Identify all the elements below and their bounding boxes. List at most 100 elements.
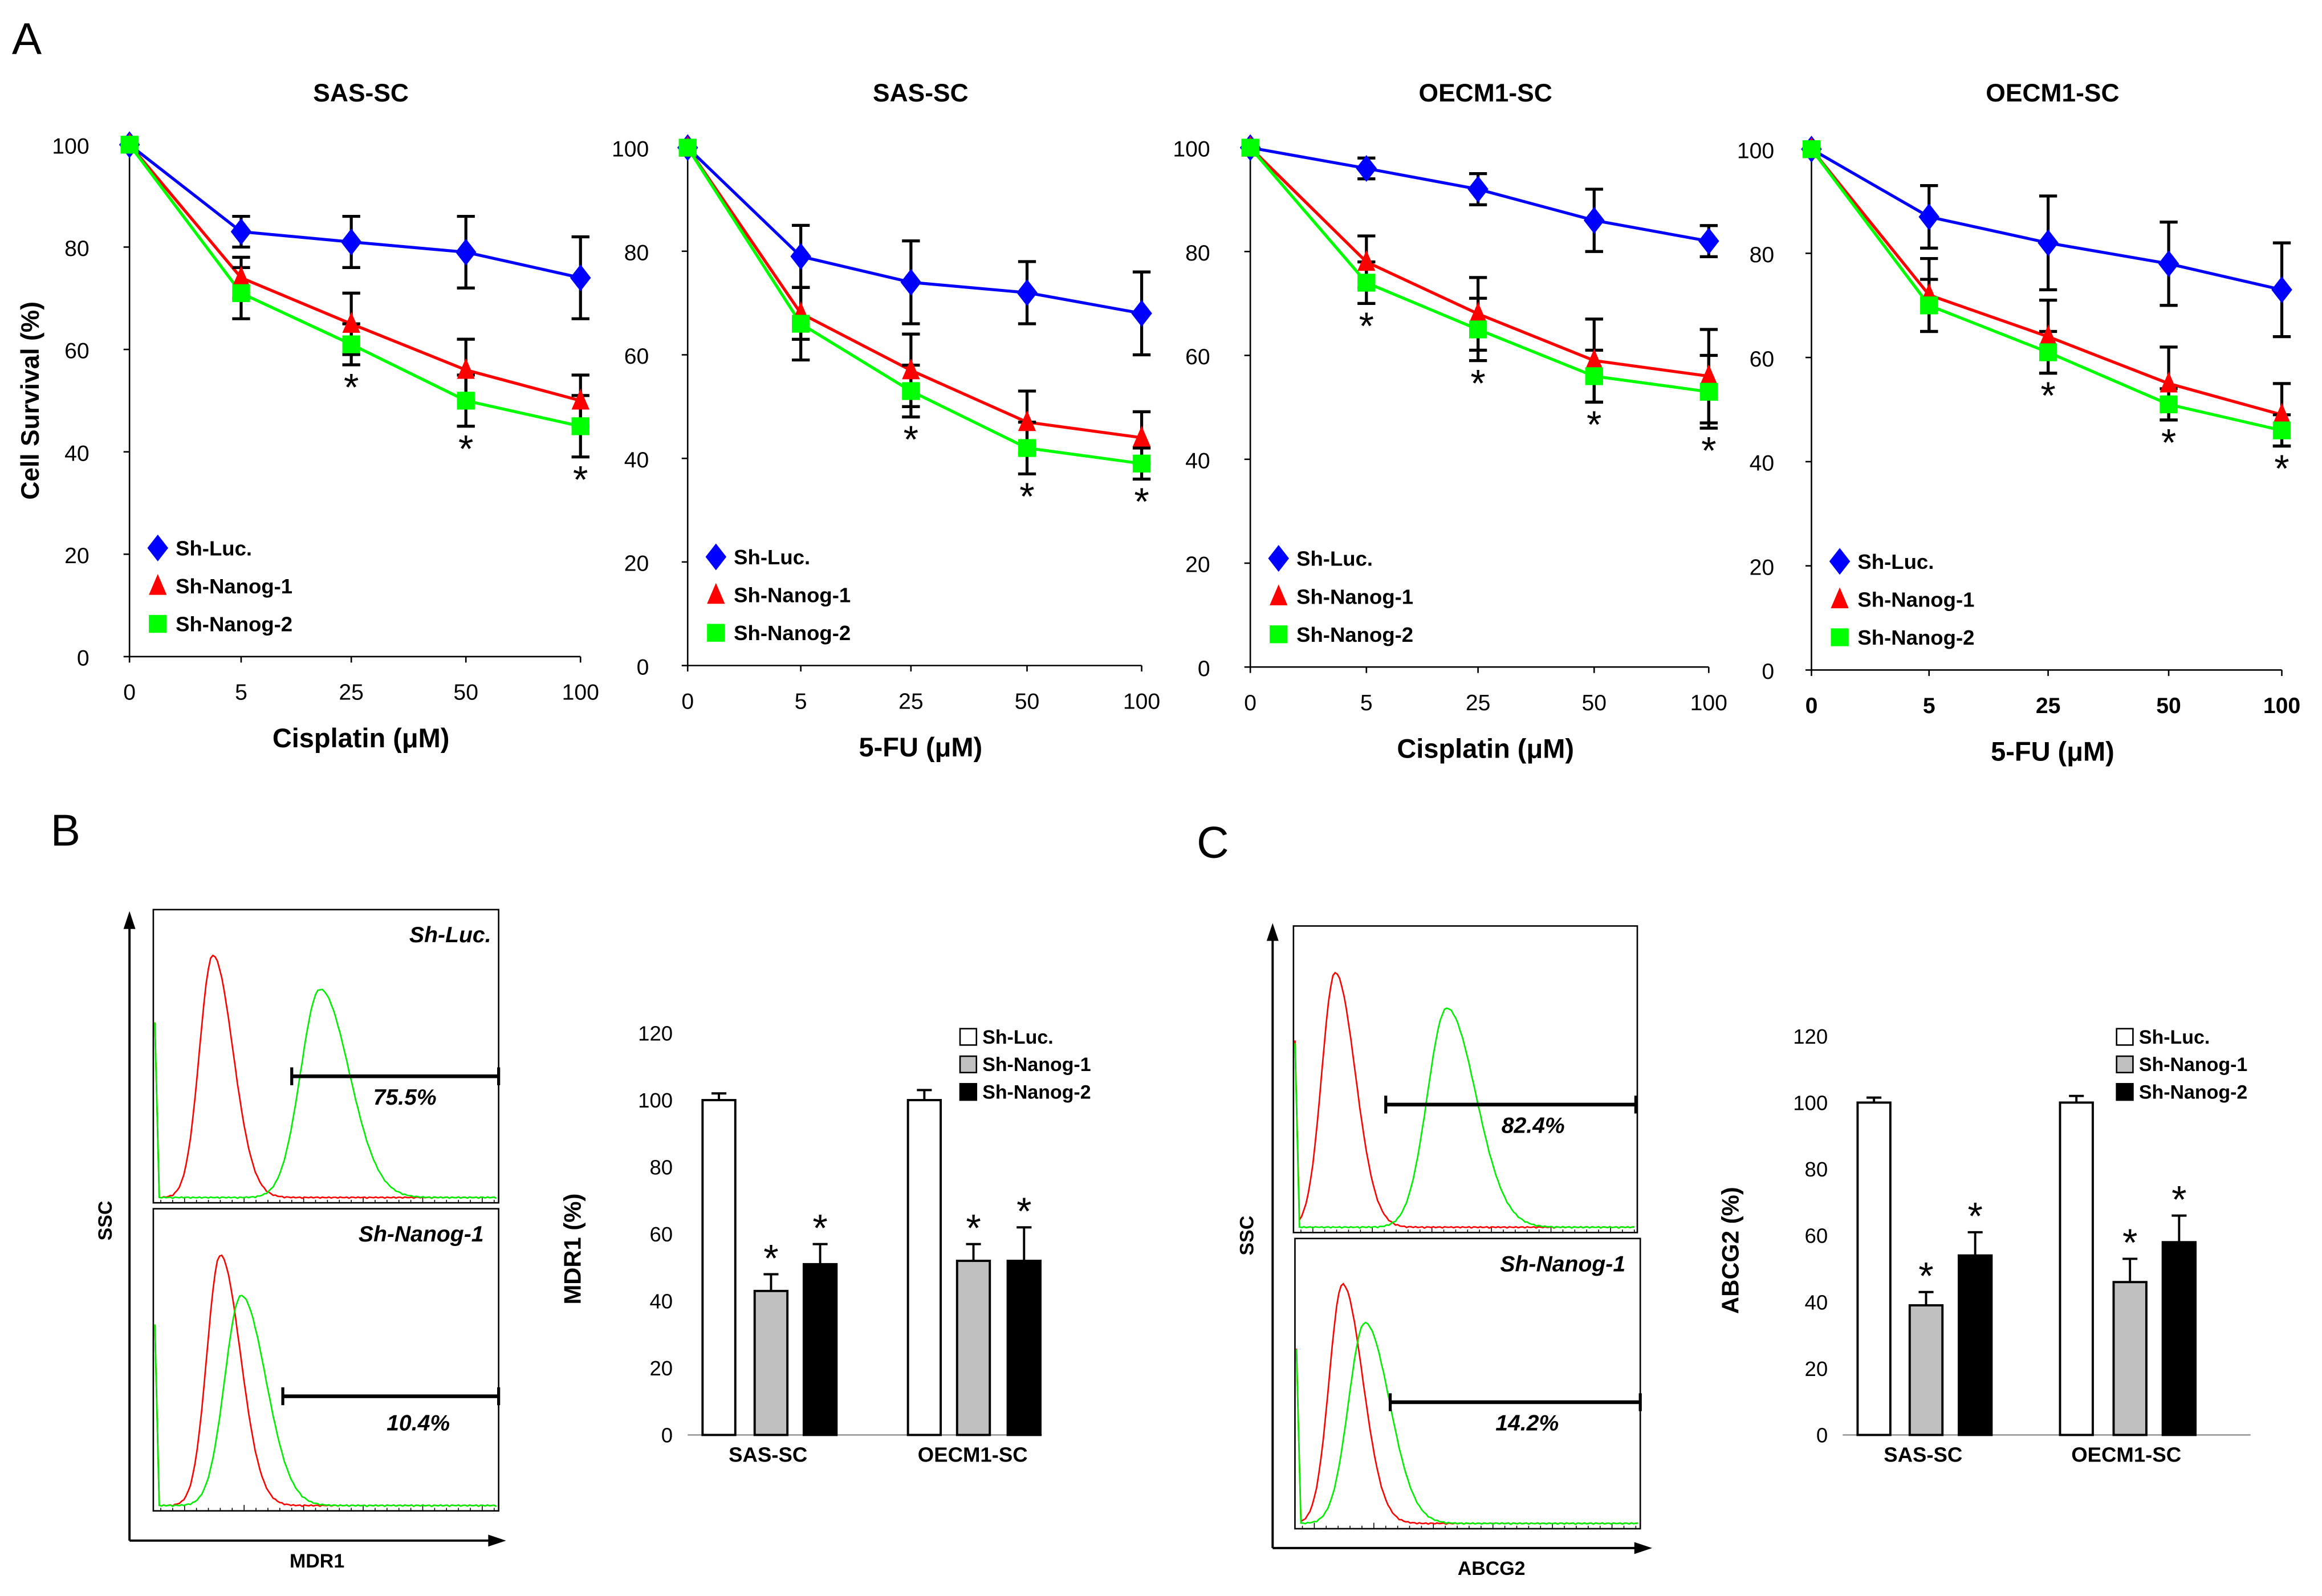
stain-histogram xyxy=(154,988,497,1199)
data-point xyxy=(571,389,589,410)
x-axis-label: MDR1 xyxy=(290,1550,344,1572)
legend-label: Sh-Luc. xyxy=(176,536,252,560)
bar xyxy=(955,1260,991,1436)
legend-swatch xyxy=(2116,1055,2134,1074)
data-point xyxy=(2039,343,2057,361)
data-point xyxy=(571,417,589,435)
data-point xyxy=(2272,402,2291,424)
arrow-right-icon xyxy=(1634,1542,1653,1554)
series-line xyxy=(128,144,581,402)
gate-percent: 82.4% xyxy=(1502,1113,1565,1138)
legend-label: Sh-Nanog-1 xyxy=(2139,1054,2247,1076)
x-tick-label: 25 xyxy=(898,689,924,714)
data-point xyxy=(342,312,360,333)
gate-percent: 75.5% xyxy=(373,1085,437,1110)
legend-label: Sh-Nanog-2 xyxy=(1857,626,1974,649)
category-label: SAS-SC xyxy=(729,1443,807,1466)
data-point xyxy=(2160,395,2178,414)
data-point xyxy=(342,335,360,353)
data-point xyxy=(900,268,922,296)
y-tick-label: 80 xyxy=(1805,1158,1828,1181)
x-tick-label: 5 xyxy=(1923,694,1935,718)
y-tick-label: 80 xyxy=(1750,243,1775,267)
y-tick-label: 100 xyxy=(1173,137,1210,162)
arrow-up-icon xyxy=(1266,923,1279,941)
y-tick-label: 40 xyxy=(64,441,90,466)
y-tick-label: 40 xyxy=(1805,1290,1828,1314)
y-tick-label: 20 xyxy=(64,544,90,568)
y-tick-label: 80 xyxy=(64,237,90,261)
x-tick-label: 25 xyxy=(1466,691,1491,715)
y-axis-label: Cell Survival (%) xyxy=(17,302,44,500)
y-tick-label: 80 xyxy=(649,1156,673,1179)
data-point xyxy=(455,238,477,266)
legend-label: Sh-Luc. xyxy=(982,1027,1053,1048)
data-point xyxy=(1699,364,1718,385)
data-point xyxy=(902,382,920,400)
legend-marker xyxy=(1268,545,1290,572)
significance-asterisk: * xyxy=(904,418,918,461)
y-tick-label: 0 xyxy=(77,646,90,671)
chart-title: SAS-SC xyxy=(313,79,409,107)
x-tick-label: 25 xyxy=(2036,694,2061,718)
legend-label: Sh-Nanog-1 xyxy=(1296,585,1413,608)
chart-title: OECM1-SC xyxy=(1986,79,2119,107)
x-tick-label: 100 xyxy=(2263,694,2300,718)
stain-histogram xyxy=(154,1294,497,1508)
legend-marker xyxy=(1831,587,1849,609)
chart-title: SAS-SC xyxy=(873,79,969,107)
bar xyxy=(802,1263,838,1436)
y-tick-label: 120 xyxy=(638,1022,673,1045)
significance-asterisk: * xyxy=(1470,362,1485,405)
legend-label: Sh-Nanog-1 xyxy=(176,575,292,598)
y-tick-label: 60 xyxy=(1185,345,1210,369)
data-point xyxy=(120,136,139,154)
chart-title: OECM1-SC xyxy=(1419,79,1552,107)
legend-marker xyxy=(1270,625,1288,644)
data-point xyxy=(1469,320,1487,339)
gate-percent: 14.2% xyxy=(1495,1411,1559,1436)
data-point xyxy=(1698,227,1719,255)
data-point xyxy=(2158,250,2179,278)
data-point xyxy=(2271,276,2292,303)
significance-asterisk: * xyxy=(2274,447,2289,490)
y-tick-label: 40 xyxy=(649,1290,673,1313)
x-tick-label: 50 xyxy=(2156,694,2181,718)
significance-asterisk: * xyxy=(812,1207,827,1249)
legend-label: Sh-Luc. xyxy=(2139,1027,2210,1048)
category-label: SAS-SC xyxy=(1884,1443,1962,1466)
y-tick-label: 60 xyxy=(1805,1224,1828,1248)
data-point xyxy=(1802,140,1821,158)
significance-asterisk: * xyxy=(1359,305,1374,348)
y-tick-label: 80 xyxy=(624,241,649,265)
stain-histogram xyxy=(1294,1007,1634,1229)
legend-swatch xyxy=(959,1028,978,1046)
y-tick-label: 20 xyxy=(649,1357,673,1380)
x-tick-label: 50 xyxy=(1015,689,1040,714)
y-tick-label: 80 xyxy=(1185,241,1210,266)
y-tick-label: 40 xyxy=(624,448,649,473)
series-line xyxy=(128,143,581,279)
histogram-frame xyxy=(152,909,499,1204)
data-point xyxy=(1469,302,1487,323)
significance-asterisk: * xyxy=(966,1207,981,1249)
bar xyxy=(1957,1254,1993,1436)
data-point xyxy=(1918,203,1939,230)
data-point xyxy=(232,266,250,287)
data-point xyxy=(790,243,811,270)
x-tick-label: 25 xyxy=(339,681,364,705)
bar xyxy=(753,1289,789,1436)
x-tick-label: 5 xyxy=(1360,691,1373,715)
histogram-frame xyxy=(1294,1237,1641,1530)
significance-asterisk: * xyxy=(1587,404,1601,446)
y-tick-label: 20 xyxy=(1185,553,1210,577)
y-tick-label: 120 xyxy=(1793,1025,1828,1048)
y-tick-label: 0 xyxy=(661,1424,673,1447)
data-point xyxy=(1132,454,1151,473)
y-tick-label: 60 xyxy=(649,1223,673,1246)
legend-label: Sh-Nanog-2 xyxy=(176,613,292,636)
y-tick-label: 20 xyxy=(624,552,649,576)
x-axis-label: 5-FU (μM) xyxy=(1991,736,2114,767)
x-axis-label: Cisplatin (μM) xyxy=(273,723,450,753)
y-tick-label: 0 xyxy=(1762,659,1774,684)
